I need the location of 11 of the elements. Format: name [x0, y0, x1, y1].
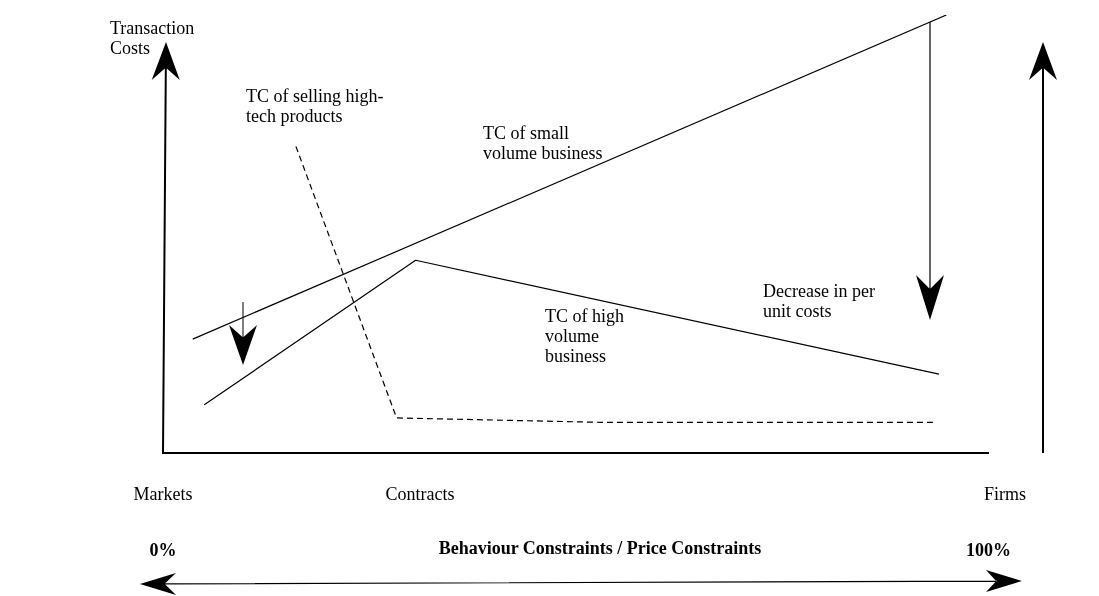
text: Firms: [983, 483, 1027, 504]
annotation: Decrease in per unit costs: [763, 280, 875, 321]
x-tick-label: 100%: [966, 540, 1011, 561]
annotation: TC of selling high-tech products: [246, 85, 384, 126]
annotation: TC of high volume business: [545, 305, 624, 366]
annotation: TC of small volume business: [483, 122, 603, 163]
text: Markets: [133, 483, 193, 504]
text: Contracts: [385, 483, 455, 504]
x-axis-title: Behaviour Constraints / Price Constraints: [438, 537, 762, 558]
x-tick-label: 0%: [149, 540, 177, 561]
y-axis-title: Transaction Costs: [110, 17, 195, 58]
